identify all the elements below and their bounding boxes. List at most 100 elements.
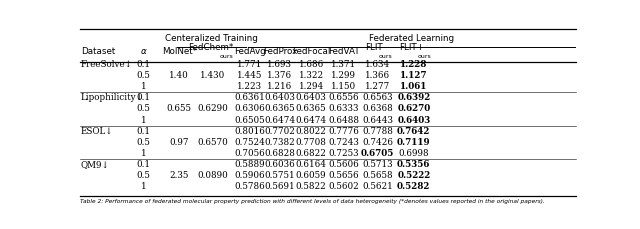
Text: 0.5282: 0.5282 bbox=[397, 182, 431, 191]
Text: Table 2: Performance of federated molecular property prediction with different l: Table 2: Performance of federated molecu… bbox=[80, 199, 545, 204]
Text: 1.127: 1.127 bbox=[400, 71, 428, 80]
Text: 0.6368: 0.6368 bbox=[362, 104, 393, 113]
Text: 0.6059: 0.6059 bbox=[296, 171, 326, 180]
Text: 0.655: 0.655 bbox=[166, 104, 192, 113]
Text: 0.6705: 0.6705 bbox=[361, 149, 394, 158]
Text: 0.7788: 0.7788 bbox=[362, 127, 393, 136]
Text: 0.6306: 0.6306 bbox=[234, 104, 265, 113]
Text: Dataset: Dataset bbox=[81, 47, 115, 56]
Text: 0.5356: 0.5356 bbox=[397, 160, 431, 169]
Text: MolNet*: MolNet* bbox=[162, 47, 196, 56]
Text: 1: 1 bbox=[141, 116, 147, 125]
Text: 0.6392: 0.6392 bbox=[397, 93, 431, 102]
Text: 0.5751: 0.5751 bbox=[264, 171, 295, 180]
Text: 0.1: 0.1 bbox=[136, 160, 150, 169]
Text: 2.35: 2.35 bbox=[170, 171, 189, 180]
Text: 0.7056: 0.7056 bbox=[234, 149, 265, 158]
Text: 0.7524: 0.7524 bbox=[234, 138, 265, 147]
Text: 0.6474: 0.6474 bbox=[264, 116, 296, 125]
Text: 1.277: 1.277 bbox=[365, 82, 390, 91]
Text: 1.366: 1.366 bbox=[365, 71, 390, 80]
Text: 0.6333: 0.6333 bbox=[328, 104, 359, 113]
Text: Centeralized Training: Centeralized Training bbox=[165, 34, 258, 44]
Text: 0.8016: 0.8016 bbox=[234, 127, 265, 136]
Text: 1.216: 1.216 bbox=[268, 82, 292, 91]
Text: ours: ours bbox=[418, 54, 431, 59]
Text: 0.6563: 0.6563 bbox=[362, 93, 393, 102]
Text: 1.634: 1.634 bbox=[365, 60, 390, 69]
Text: 0.7426: 0.7426 bbox=[362, 138, 393, 147]
Text: 1: 1 bbox=[141, 149, 147, 158]
Text: 1.693: 1.693 bbox=[268, 60, 292, 69]
Text: 1: 1 bbox=[141, 182, 147, 191]
Text: 0.8022: 0.8022 bbox=[296, 127, 326, 136]
Text: 0.7642: 0.7642 bbox=[397, 127, 431, 136]
Text: ESOL↓: ESOL↓ bbox=[81, 127, 114, 136]
Text: 0.6403: 0.6403 bbox=[397, 116, 431, 125]
Text: 1.445: 1.445 bbox=[237, 71, 262, 80]
Text: 1.223: 1.223 bbox=[237, 82, 262, 91]
Text: FLIT: FLIT bbox=[365, 44, 383, 52]
Text: FedChem*: FedChem* bbox=[188, 44, 233, 52]
Text: 0.7702: 0.7702 bbox=[264, 127, 295, 136]
Text: 0.6365: 0.6365 bbox=[264, 104, 295, 113]
Text: 0.5: 0.5 bbox=[136, 171, 150, 180]
Text: 0.5786: 0.5786 bbox=[234, 182, 265, 191]
Text: FedAvg: FedAvg bbox=[234, 47, 266, 56]
Text: 1.322: 1.322 bbox=[299, 71, 324, 80]
Text: 0.6828: 0.6828 bbox=[264, 149, 295, 158]
Text: 0.6403: 0.6403 bbox=[296, 93, 326, 102]
Text: 0.6290: 0.6290 bbox=[198, 104, 228, 113]
Text: 1.771: 1.771 bbox=[237, 60, 262, 69]
Text: 0.6270: 0.6270 bbox=[397, 104, 431, 113]
Text: 1.376: 1.376 bbox=[268, 71, 292, 80]
Text: 1: 1 bbox=[141, 82, 147, 91]
Text: 0.5713: 0.5713 bbox=[362, 160, 393, 169]
Text: 1.299: 1.299 bbox=[332, 71, 356, 80]
Text: FreeSolve↓: FreeSolve↓ bbox=[81, 60, 133, 69]
Text: 0.7382: 0.7382 bbox=[264, 138, 295, 147]
Text: 0.6403: 0.6403 bbox=[264, 93, 295, 102]
Text: 0.6036: 0.6036 bbox=[264, 160, 295, 169]
Text: ours: ours bbox=[220, 54, 234, 59]
Text: Lipophilicity↓: Lipophilicity↓ bbox=[81, 93, 144, 102]
Text: 0.5: 0.5 bbox=[136, 71, 150, 80]
Text: 0.7253: 0.7253 bbox=[328, 149, 359, 158]
Text: 0.6365: 0.6365 bbox=[296, 104, 326, 113]
Text: 0.5: 0.5 bbox=[136, 138, 150, 147]
Text: 0.1: 0.1 bbox=[136, 60, 150, 69]
Text: 0.5606: 0.5606 bbox=[328, 160, 359, 169]
Text: 0.5691: 0.5691 bbox=[264, 182, 295, 191]
Text: 0.7119: 0.7119 bbox=[397, 138, 431, 147]
Text: 0.7243: 0.7243 bbox=[328, 138, 359, 147]
Text: 0.6556: 0.6556 bbox=[328, 93, 359, 102]
Text: 0.5602: 0.5602 bbox=[328, 182, 359, 191]
Text: 0.6570: 0.6570 bbox=[198, 138, 228, 147]
Text: 0.6822: 0.6822 bbox=[296, 149, 326, 158]
Text: ours: ours bbox=[378, 54, 392, 59]
Text: 0.1: 0.1 bbox=[136, 127, 150, 136]
Text: 0.6505: 0.6505 bbox=[234, 116, 265, 125]
Text: 0.0890: 0.0890 bbox=[198, 171, 228, 180]
Text: 0.7708: 0.7708 bbox=[296, 138, 326, 147]
Text: 1.061: 1.061 bbox=[400, 82, 428, 91]
Text: 1.294: 1.294 bbox=[298, 82, 324, 91]
Text: 0.7776: 0.7776 bbox=[328, 127, 359, 136]
Text: 0.5906: 0.5906 bbox=[234, 171, 265, 180]
Text: 0.5222: 0.5222 bbox=[397, 171, 431, 180]
Text: 0.6474: 0.6474 bbox=[296, 116, 326, 125]
Text: 0.5: 0.5 bbox=[136, 104, 150, 113]
Text: 0.5656: 0.5656 bbox=[328, 171, 359, 180]
Text: 0.6488: 0.6488 bbox=[328, 116, 360, 125]
Text: 1.371: 1.371 bbox=[332, 60, 356, 69]
Text: 0.6164: 0.6164 bbox=[296, 160, 326, 169]
Text: 1.228: 1.228 bbox=[400, 60, 428, 69]
Text: 0.6443: 0.6443 bbox=[362, 116, 393, 125]
Text: 1.686: 1.686 bbox=[298, 60, 324, 69]
Text: 0.6998: 0.6998 bbox=[399, 149, 429, 158]
Text: FedFocal: FedFocal bbox=[292, 47, 330, 56]
Text: 0.1: 0.1 bbox=[136, 93, 150, 102]
Text: 1.430: 1.430 bbox=[200, 71, 225, 80]
Text: 0.5621: 0.5621 bbox=[362, 182, 393, 191]
Text: FLIT+: FLIT+ bbox=[399, 44, 424, 52]
